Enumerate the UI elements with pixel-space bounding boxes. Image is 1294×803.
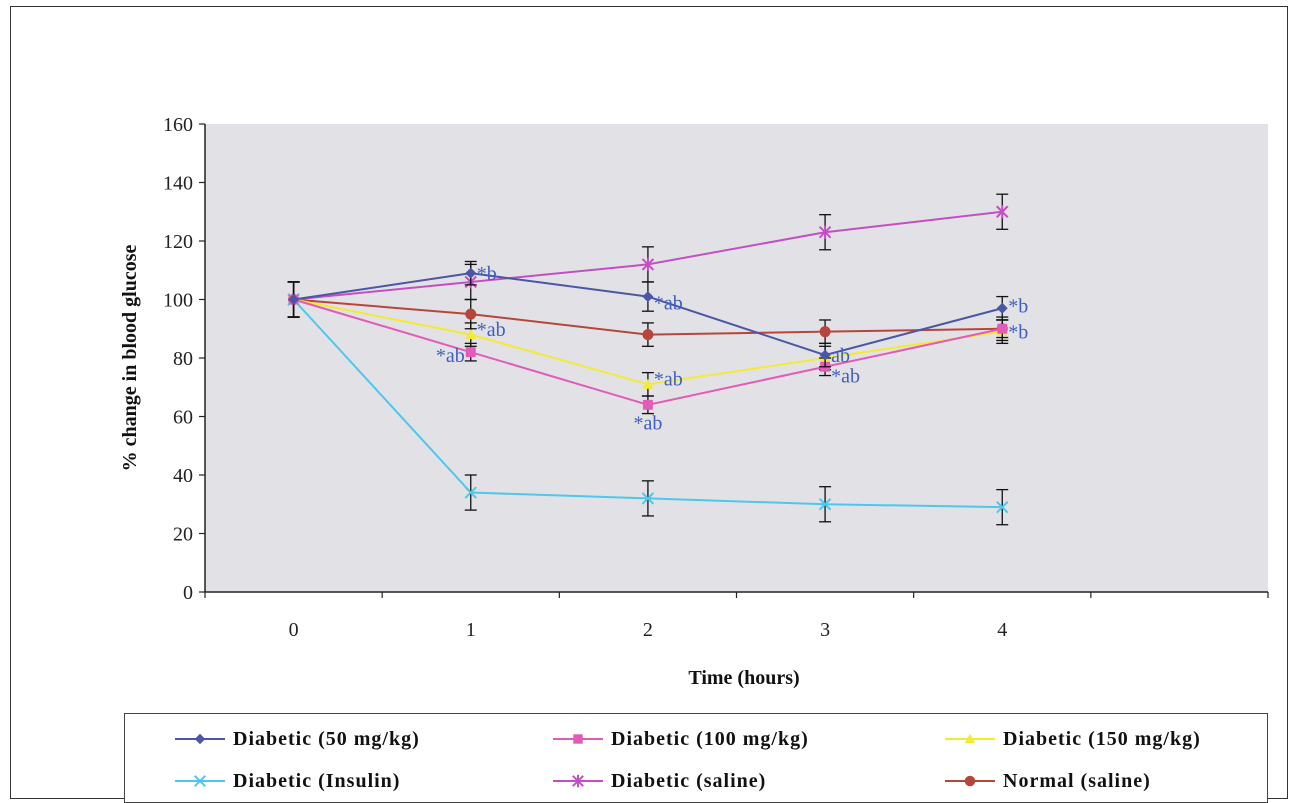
data-point [642,329,654,341]
legend-label: Diabetic (100 mg/kg) [611,727,809,750]
plot-area [205,124,1268,592]
legend-label: Diabetic (150 mg/kg) [1003,727,1201,750]
legend-swatch [175,775,225,787]
legend-marker [572,774,584,788]
significance-annotation: *ab [654,368,683,390]
data-point [465,267,477,279]
legend-item-normal-saline: Normal (saline) [943,768,1151,794]
legend-swatch [945,775,995,787]
legend: Diabetic (50 mg/kg) Diabetic (100 mg/kg)… [124,713,1268,803]
data-point [819,326,831,338]
significance-annotation: *ab [633,412,662,434]
marker-stroke [818,498,832,511]
axes: 0 20 40 60 80 100 120 140 160 0 1 2 3 4 [163,114,1269,641]
data-point [642,291,654,303]
legend-marker [194,733,206,745]
y-tick-label: 160 [163,114,193,136]
legend-item-diabetic-100: Diabetic (100 mg/kg) [551,726,809,752]
legend-marker [964,775,976,787]
x-tick-label: 1 [466,619,476,641]
legend-label: Diabetic (50 mg/kg) [233,727,420,750]
legend-marker [573,734,583,744]
legend-item-diabetic-insulin: Diabetic (Insulin) [173,768,400,794]
data-point [818,498,832,511]
data-point [642,378,654,389]
data-point [465,347,476,358]
data-point [818,225,832,239]
x-tick-label: 0 [289,619,299,641]
y-axis-title: % change in blood glucose [119,245,141,472]
marker-stroke [641,492,655,505]
legend-marker [964,733,976,744]
legend-item-diabetic-150: Diabetic (150 mg/kg) [943,726,1201,752]
x-tick-label: 4 [997,619,1007,641]
significance-annotation: *ab [654,292,683,314]
y-tick-label: 120 [163,231,193,253]
x-tick-label: 3 [820,619,830,641]
y-tick-label: 0 [183,582,193,604]
series-diabetic-50-mg-kg [287,260,1009,368]
significance-annotation: *b [477,263,497,285]
legend-label: Diabetic (saline) [611,769,767,792]
legend-swatch [553,774,603,788]
y-tick-label: 80 [173,348,193,370]
significance-annotation: *b [1008,322,1028,344]
data-point [288,294,300,305]
marker-stroke [996,500,1009,514]
data-point [819,349,831,361]
legend-label: Diabetic (Insulin) [233,769,401,792]
data-point [641,492,655,505]
legend-item-diabetic-saline: Diabetic (saline) [551,768,766,794]
significance-annotation: *b [1008,295,1028,317]
data-point [996,302,1008,314]
data-point [642,399,653,410]
x-axis-title: Time (hours) [688,667,799,689]
significance-annotation: ab [831,345,850,367]
y-tick-label: 20 [173,524,193,546]
data-point [997,323,1008,334]
data-point [465,308,477,320]
legend-swatch [175,733,225,745]
marker-stroke [194,775,206,787]
series-layer [287,193,1009,526]
legend-swatch [945,733,995,744]
data-point [996,500,1009,514]
legend-label: Normal (saline) [1003,769,1151,792]
marker-stroke [464,486,477,499]
significance-annotation: *ab [831,366,860,388]
significance-annotation: *ab [436,345,465,367]
y-tick-label: 40 [173,465,193,487]
y-tick-label: 100 [163,290,193,312]
data-point [465,329,477,339]
y-tick-label: 60 [173,407,193,429]
legend-swatch [553,734,603,744]
legend-item-diabetic-50: Diabetic (50 mg/kg) [173,726,420,752]
data-point [641,257,655,271]
significance-annotation: *ab [477,319,506,341]
y-tick-label: 140 [163,173,193,195]
data-point [464,486,477,499]
data-point [996,205,1009,219]
x-tick-label: 2 [643,619,653,641]
legend-marker [194,775,206,787]
